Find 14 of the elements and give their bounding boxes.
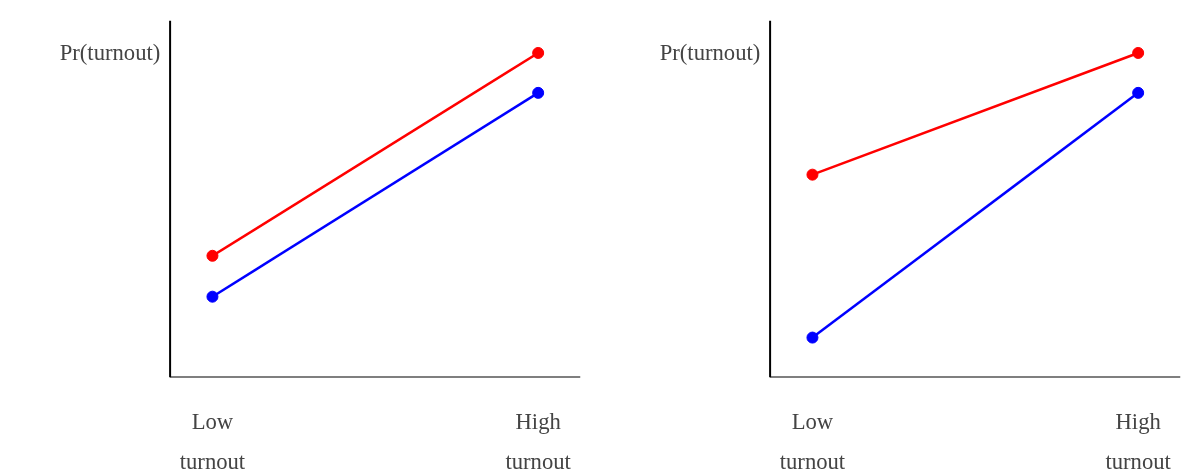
point (206, 290, 219, 303)
x-tick-label: Low turnout (779, 408, 846, 474)
point (532, 46, 545, 59)
y-axis-title: Pr(turnout) (59, 40, 161, 66)
y-axis-title: Pr(turnout) (659, 40, 761, 66)
point (532, 86, 545, 99)
x-tick-label: Low turnout (179, 408, 246, 474)
point (1132, 86, 1145, 99)
x-tick-label: High turnout (1105, 408, 1172, 474)
point (806, 168, 819, 181)
x-tick-label: High turnout (505, 408, 572, 474)
point (806, 331, 819, 344)
point (206, 249, 219, 262)
point (1132, 46, 1145, 59)
